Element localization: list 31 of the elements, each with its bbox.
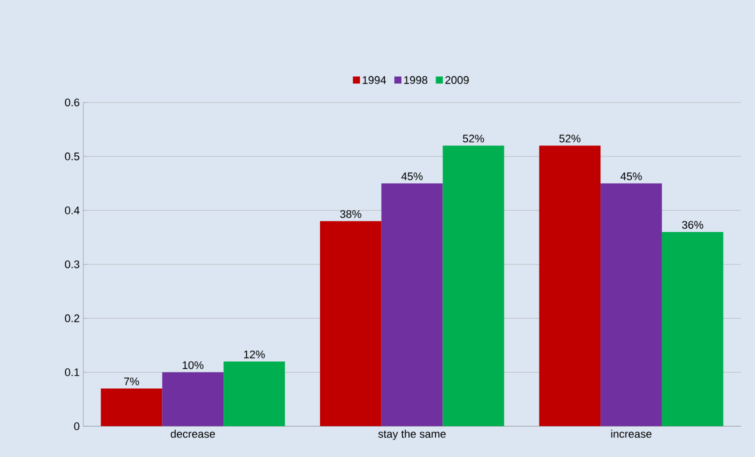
data-label: 38% [340,210,362,218]
bar [100,388,162,426]
x-tick-label: stay the same [378,430,446,440]
y-tick-label: 0 [74,422,80,430]
data-label: 12% [244,350,265,358]
data-label: 45% [620,172,642,180]
bar [539,146,601,426]
data-label: 52% [462,134,484,142]
legend-label: 1994 [362,76,386,84]
data-label: 52% [559,134,580,142]
y-tick-label: 0.3 [64,260,80,268]
data-label: 7% [124,378,140,386]
x-tick-label: decrease [170,430,215,438]
bar [224,361,285,426]
y-tick-label: 0.4 [64,206,80,214]
legend-label: 2009 [445,76,469,84]
y-tick-label: 0.1 [64,368,80,376]
bar [162,372,224,426]
bar [320,221,382,426]
y-tick-label: 0.5 [64,152,80,160]
y-tick-label: 0.2 [64,314,80,322]
data-label: 45% [401,172,423,180]
bar [381,183,443,426]
data-label: 36% [682,221,704,229]
bar [600,183,662,426]
legend-label: 1998 [404,76,428,84]
x-tick-label: increase [611,430,652,438]
y-tick-label: 0.6 [64,98,80,106]
bar [662,232,724,426]
data-label: 10% [182,361,204,370]
bar [442,146,504,426]
